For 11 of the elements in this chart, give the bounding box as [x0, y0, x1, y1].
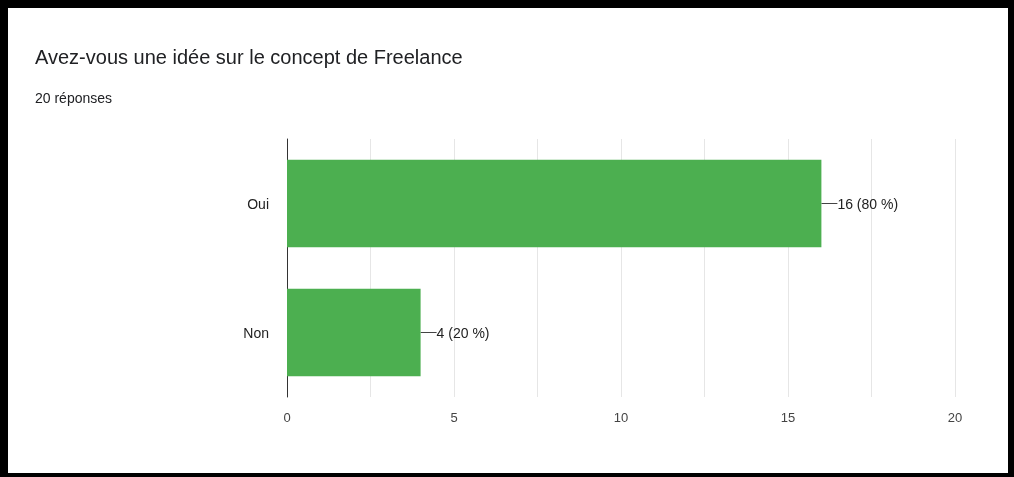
x-tick-label: 20: [947, 410, 963, 425]
x-tick-label: 10: [613, 410, 629, 425]
data-label: 4 (20 %): [436, 324, 490, 341]
text: 20 réponses: [35, 90, 113, 106]
chart-title: Avez-vous une idée sur le concept de Freelance: [35, 46, 463, 68]
y-tick-label: Oui: [247, 195, 269, 212]
x-tick-label: 0: [283, 410, 291, 425]
x-tick-label: 5: [450, 410, 458, 425]
x-tick-label: 15: [780, 410, 796, 425]
data-label: 16 (80 %): [837, 195, 899, 212]
y-tick-label: Non: [243, 324, 269, 341]
